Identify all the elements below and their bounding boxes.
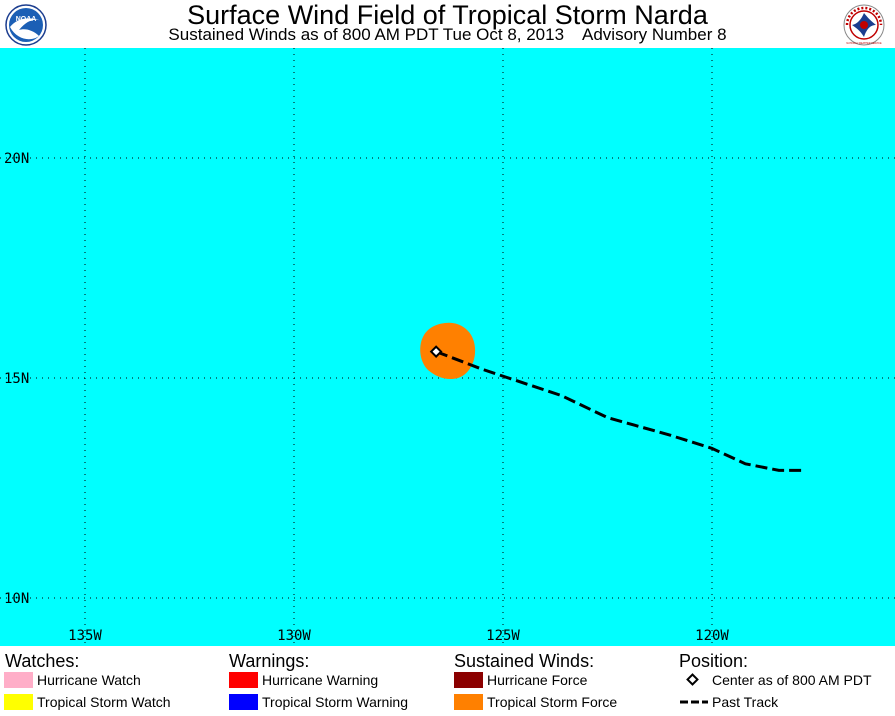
nws-logo: NATIONAL WEATHER SERVICE (843, 4, 885, 46)
page-subtitle: Sustained Winds as of 800 AM PDT Tue Oct… (168, 25, 727, 44)
lat-label: 20N (4, 151, 29, 167)
tropical-storm-force-swatch (454, 694, 483, 710)
legend-label: Hurricane Warning (262, 672, 379, 688)
noaa-logo-text: NOAA (16, 16, 37, 23)
noaa-logo: NOAA (5, 4, 47, 46)
legend-watches-heading: Watches: (5, 651, 80, 671)
lat-label: 15N (4, 371, 29, 387)
storm-center-marker (429, 345, 443, 358)
tropical-storm-watch-swatch (4, 694, 33, 710)
hurricane-force-swatch (454, 672, 483, 688)
lat-label: 10N (4, 591, 29, 607)
legend-label: Tropical Storm Watch (37, 694, 171, 710)
lon-label: 120W (695, 628, 729, 644)
lon-label: 130W (277, 628, 311, 644)
lon-label: 125W (486, 628, 520, 644)
legend-label: Tropical Storm Force (487, 694, 618, 710)
diamond-icon (686, 673, 699, 686)
tropical-storm-warning-swatch (229, 694, 258, 710)
legend-label: Center as of 800 AM PDT (712, 672, 872, 688)
nws-logo-text: NATIONAL WEATHER SERVICE (846, 42, 882, 45)
hurricane-watch-swatch (4, 672, 33, 688)
legend-label: Tropical Storm Warning (262, 694, 409, 710)
legend-label: Hurricane Force (487, 672, 588, 688)
legend-winds-heading: Sustained Winds: (454, 651, 595, 671)
dashed-line-icon (680, 700, 708, 704)
latitude-labels: 20N 15N 10N (4, 151, 29, 607)
map-canvas: 135W 130W 125W 120W 20N 15N 10N (0, 48, 895, 646)
legend-warnings-heading: Warnings: (229, 651, 310, 671)
map-header: NOAA Surface Wind Field of Tropical Stor… (0, 0, 895, 48)
map-legend: Watches: Hurricane Watch Tropical Storm … (0, 646, 895, 716)
hurricane-warning-swatch (229, 672, 258, 688)
tropical-storm-force-wind-field (420, 322, 476, 380)
lon-label: 135W (68, 628, 102, 644)
graticule (0, 48, 895, 646)
legend-label: Past Track (712, 694, 779, 710)
legend-position-heading: Position: (679, 651, 749, 671)
longitude-labels: 135W 130W 125W 120W (68, 628, 729, 644)
past-track-line (435, 350, 804, 472)
wind-field-map: 135W 130W 125W 120W 20N 15N 10N (0, 48, 895, 646)
legend-label: Hurricane Watch (37, 672, 141, 688)
page-title: Surface Wind Field of Tropical Storm Nar… (187, 0, 708, 30)
storm-layer (420, 322, 804, 472)
